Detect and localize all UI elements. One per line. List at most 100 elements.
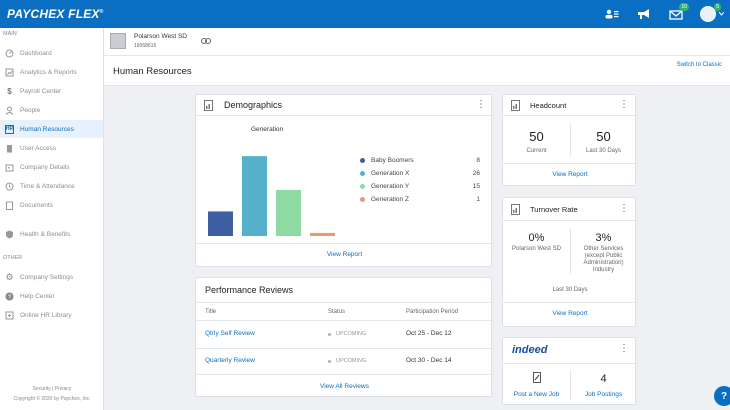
sidebar-item-time-attendance[interactable]: Time & Attendance (0, 177, 103, 195)
headcount-view-report-link[interactable]: View Report (552, 171, 588, 178)
mail-icon[interactable]: 10 (666, 3, 689, 24)
legend-value: 15 (472, 183, 480, 190)
sidebar-item-label: Online HR Library (20, 311, 72, 319)
headcount-current-label: Current (526, 148, 547, 154)
svg-text:?: ? (8, 294, 12, 300)
indeed-logo: indeed (512, 344, 548, 356)
turnover-title: Turnover Rate (530, 205, 578, 214)
megaphone-icon[interactable] (634, 4, 654, 24)
bar-generation-x[interactable] (242, 156, 267, 236)
sidebar-item-label: User Access (20, 144, 57, 152)
sidebar-item-help-center[interactable]: ? Help Center (0, 287, 103, 305)
page-title: Human Resources (113, 66, 192, 77)
headcount-current-value: 50 (529, 129, 544, 144)
legend-label: Generation X (371, 170, 410, 177)
section-other-label: OTHER (3, 255, 23, 261)
column-header-status: Status (328, 309, 346, 315)
chart-icon (5, 68, 14, 77)
legend-item: Baby Boomers (360, 157, 414, 164)
chart-title: Generation (251, 126, 284, 133)
company-logo (110, 33, 126, 49)
switch-to-classic-link[interactable]: Switch to Classic (676, 62, 722, 68)
turnover-industry-label-4: Industry (592, 267, 615, 273)
sidebar-item-label: Dashboard (20, 49, 52, 57)
avatar-icon[interactable]: 5 (698, 3, 724, 24)
document-icon (5, 201, 14, 210)
legend-swatch (360, 197, 365, 202)
library-icon (5, 311, 14, 320)
review-row-title[interactable]: Quarterly Review (205, 357, 255, 364)
headcount-title: Headcount (530, 101, 567, 110)
turnover-industry-value: 3% (595, 232, 612, 244)
legend-swatch (360, 158, 365, 163)
sidebar-item-company-settings[interactable]: ⚙ Company Settings (0, 268, 103, 286)
sidebar-item-label: Time & Attendance (20, 182, 75, 190)
paychex-logo[interactable]: PAYCHEX FLEX® (7, 7, 104, 21)
sidebar-item-user-access[interactable]: User Access (0, 139, 103, 157)
gear-icon: ⚙ (5, 271, 14, 282)
post-new-job-link[interactable]: Post a New Job (513, 391, 560, 398)
column-header-title: Title (205, 309, 217, 315)
sidebar-item-label: Documents (20, 201, 53, 209)
turnover-period: Last 30 Days (552, 287, 588, 293)
post-job-icon[interactable] (533, 372, 543, 384)
turnover-industry-label-2: (except Public (584, 253, 623, 259)
legend-item: Generation Z (360, 196, 409, 203)
sidebar-item-analytics[interactable]: Analytics & Reports (0, 63, 103, 81)
demographics-view-report-link[interactable]: View Report (326, 251, 363, 258)
help-icon: ? (5, 292, 14, 301)
sidebar-item-company-details[interactable]: Company Details (0, 158, 103, 176)
sidebar-item-label: Company Settings (20, 273, 74, 281)
sidebar-item-health-benefits[interactable]: Health & Benefits (0, 225, 103, 243)
demographics-bar-chart (208, 156, 335, 236)
view-all-reviews-link[interactable]: View All Reviews (319, 383, 369, 390)
people-icon[interactable] (602, 4, 622, 24)
sidebar-item-people[interactable]: People (0, 101, 103, 119)
review-row-period: Oct 30 - Dec 14 (406, 357, 452, 364)
sidebar-item-label: People (20, 106, 41, 114)
legend-item: Generation X (360, 170, 409, 177)
legend-label: Baby Boomers (371, 157, 414, 164)
legend-item: Generation Y (360, 183, 409, 190)
legend-label: Generation Z (371, 196, 409, 203)
legend-swatch (360, 171, 365, 176)
turnover-company-value: 0% (528, 232, 545, 244)
bar-generation-z[interactable] (310, 232, 335, 236)
company-name[interactable]: Polarson West SD (134, 33, 187, 40)
performance-title: Performance Reviews (205, 285, 294, 295)
sidebar-item-payroll[interactable]: $ Payroll Center (0, 82, 103, 100)
company-icon (5, 163, 14, 172)
link-icon[interactable] (201, 38, 211, 44)
job-postings-link[interactable]: Job Postings (584, 391, 623, 398)
bar-baby-boomers[interactable] (208, 211, 233, 236)
status-badge: UPCOMING (328, 331, 366, 337)
help-chat-button[interactable]: ? (714, 386, 730, 406)
footer-links[interactable]: Security | Privacy (32, 386, 72, 392)
company-bar: Polarson West SD 16068616 (104, 28, 730, 56)
footer-copyright: Copyright © 2020 by Paychex, Inc. (13, 396, 91, 402)
headcount-last30-value: 50 (596, 129, 611, 144)
demographics-title: Demographics (224, 100, 283, 110)
column-header-period: Participation Period (406, 309, 459, 315)
kebab-menu-icon[interactable]: ⋮ (619, 203, 629, 214)
kebab-menu-icon[interactable]: ⋮ (476, 99, 486, 110)
review-row-title[interactable]: Qtrly Self Review (205, 330, 255, 337)
top-bar: PAYCHEX FLEX® 10 5 (0, 0, 730, 28)
sidebar-item-documents[interactable]: Documents (0, 196, 103, 214)
kebab-menu-icon[interactable]: ⋮ (619, 99, 629, 110)
sidebar-item-dashboard[interactable]: Dashboard (0, 44, 103, 62)
hr-icon: HR (5, 124, 14, 134)
status-badge: UPCOMING (328, 358, 366, 364)
dashboard-icon (5, 49, 14, 58)
sidebar-item-human-resources[interactable]: HR Human Resources (0, 120, 103, 138)
sidebar-item-hr-library[interactable]: Online HR Library (0, 306, 103, 324)
sidebar: MAIN Dashboard Analytics & Reports $ Pay… (0, 28, 104, 410)
turnover-rate-card: Turnover Rate ⋮ 0% Polarson West SD 3% O… (502, 197, 637, 327)
page-header: Human Resources Switch to Classic (104, 56, 730, 86)
building-icon (5, 144, 14, 153)
bar-generation-y[interactable] (276, 189, 301, 236)
kebab-menu-icon[interactable]: ⋮ (619, 343, 629, 354)
headcount-last30-label: Last 30 Days (585, 148, 622, 154)
turnover-view-report-link[interactable]: View Report (552, 310, 588, 317)
legend-value: 1 (476, 196, 480, 203)
